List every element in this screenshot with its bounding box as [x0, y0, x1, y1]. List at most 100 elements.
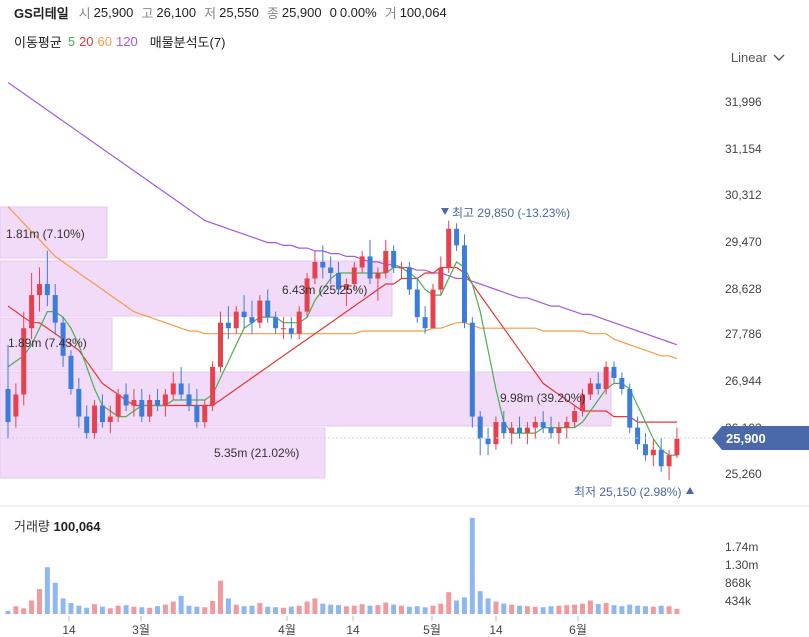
volume-bar	[399, 605, 404, 614]
volume-profile-zone	[0, 260, 393, 317]
candle-body	[273, 317, 279, 329]
candle-body	[147, 399, 153, 417]
candle-body	[29, 295, 35, 329]
candle-body	[359, 256, 365, 268]
candle	[52, 284, 58, 334]
candle	[257, 295, 263, 329]
volume-bar	[524, 606, 530, 614]
candle-body	[461, 245, 467, 323]
time-tick-label: 4월	[278, 623, 296, 637]
candle-body	[202, 405, 208, 423]
candle-body	[257, 300, 263, 323]
volume-profile-label: 6.43m (25.25%)	[282, 283, 367, 297]
volume-bar	[383, 602, 389, 614]
volume-bar	[44, 567, 50, 614]
candle	[84, 405, 90, 439]
price-high-marker	[441, 208, 449, 215]
candle	[13, 383, 19, 428]
volume-bar	[477, 591, 483, 614]
ma5-label[interactable]: 5	[67, 33, 76, 49]
candle	[611, 361, 617, 384]
scale-toggle[interactable]: Linear	[731, 50, 785, 65]
candles	[5, 220, 680, 481]
candle-body	[422, 317, 428, 329]
volume-profile-label: 9.98m (39.20%)	[500, 391, 585, 405]
candle	[603, 361, 609, 395]
candle-body	[414, 289, 420, 318]
volume-profile-label[interactable]: 매물분석도(7)	[149, 34, 226, 50]
volume-profile-zone	[0, 206, 108, 259]
ma60-label[interactable]: 60	[97, 33, 113, 49]
volume-bar	[21, 608, 27, 614]
close-price: 25,900	[281, 4, 322, 20]
low-label: 저	[204, 5, 217, 21]
volume-bar	[68, 603, 74, 614]
candle	[265, 289, 271, 323]
candle	[595, 372, 601, 395]
volume-tick-label: 1.30m	[725, 558, 758, 572]
candle-body	[107, 416, 113, 423]
volume-bar	[509, 604, 515, 614]
candle	[29, 272, 35, 340]
ma20-label[interactable]: 20	[79, 33, 94, 49]
price-tick-label: 25,260	[725, 467, 762, 481]
volume-bar	[650, 606, 656, 614]
volume-bar	[485, 598, 491, 614]
volume-bar	[336, 605, 342, 614]
price-high-label: 최고 29,850 (-13.23%)	[452, 206, 570, 220]
candle-body	[60, 322, 66, 356]
candle-body	[194, 405, 200, 423]
candle	[312, 250, 318, 285]
volume-bar	[123, 605, 129, 614]
ma120-line	[7, 82, 678, 346]
candle-body	[556, 427, 562, 434]
candle	[524, 422, 530, 445]
volume-label: 거	[384, 5, 397, 21]
price-low-marker	[686, 487, 694, 494]
candle	[5, 344, 11, 439]
candle	[320, 245, 326, 279]
candle	[477, 411, 483, 456]
candle	[194, 388, 200, 428]
scale-toggle-label: Linear	[730, 50, 767, 65]
volume-bar	[320, 603, 326, 614]
volume-bar	[619, 606, 625, 614]
volume-bar	[296, 605, 302, 614]
candle	[501, 411, 507, 439]
volume-bar	[257, 603, 263, 614]
candle	[304, 272, 310, 318]
candle-body	[52, 295, 58, 323]
candle	[170, 372, 176, 400]
volume-bar	[635, 605, 641, 614]
current-price-label: 25,900	[726, 431, 766, 446]
candle-body	[485, 438, 491, 445]
candle-body	[399, 267, 404, 269]
candle-body	[328, 267, 334, 273]
volume-profile-zone	[0, 427, 326, 479]
candle-body	[619, 377, 625, 389]
volume-bar	[312, 598, 318, 614]
candle	[76, 377, 82, 428]
volume-bar	[265, 606, 271, 614]
ma-legend-label[interactable]: 이동평균	[14, 34, 62, 50]
candle	[572, 405, 578, 428]
candle-body	[509, 427, 515, 434]
candle-body	[68, 355, 74, 389]
ma120-label[interactable]: 120	[116, 33, 138, 49]
candle	[556, 422, 562, 445]
price-tick-label: 29,470	[725, 235, 762, 249]
price-summary-header: GS리테일 시 25,900 고 26,100 저 25,550 종 25,90…	[14, 2, 455, 22]
candle-body	[13, 394, 19, 417]
candle	[375, 267, 381, 301]
volume-bar	[170, 601, 176, 614]
candle	[68, 350, 74, 395]
price-axis: 31,996 31,154 30,312 29,470 28,628 27,786 26,9…	[725, 95, 762, 481]
candle	[115, 388, 121, 423]
candle	[186, 383, 192, 412]
candle-body	[178, 383, 184, 395]
candle-body	[225, 322, 231, 329]
stock-name[interactable]: GS리테일	[14, 5, 69, 21]
candle	[674, 427, 680, 458]
candle-body	[501, 422, 507, 434]
